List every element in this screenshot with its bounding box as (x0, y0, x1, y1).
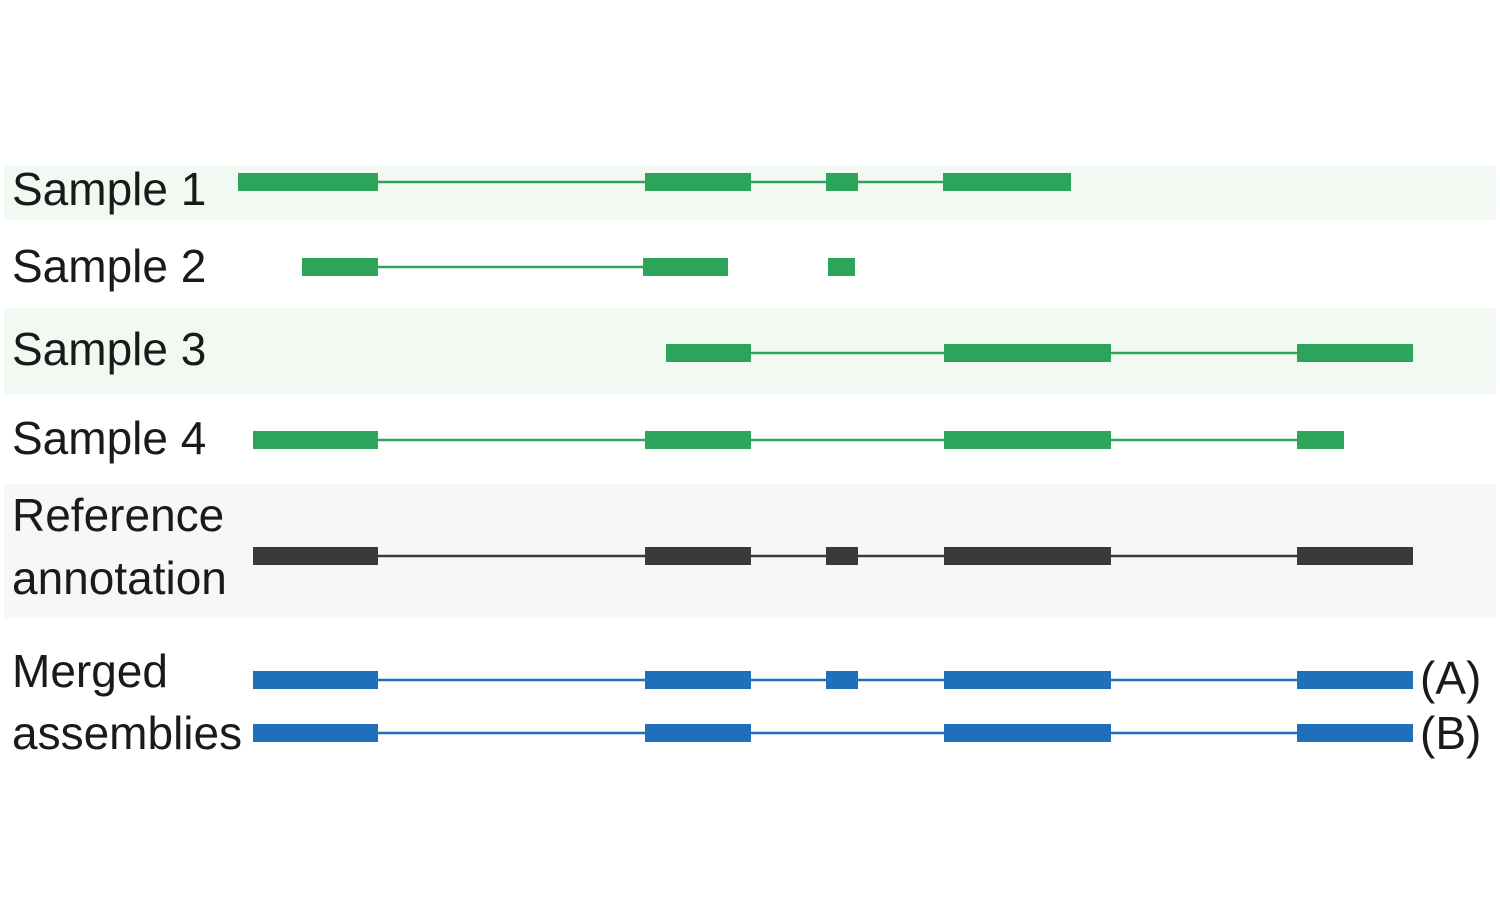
exon-block (645, 547, 751, 565)
exon-block (944, 671, 1111, 689)
label-merged-line2: assemblies (12, 707, 243, 759)
exon-block (826, 547, 858, 565)
exon-block (943, 173, 1071, 191)
exon-block (1297, 724, 1413, 742)
label-merged-line1: Merged (12, 645, 168, 697)
exon-block (1297, 547, 1413, 565)
exon-block (944, 547, 1111, 565)
isoform-tag-b: (B) (1420, 707, 1482, 759)
exon-block (944, 344, 1111, 362)
isoform-tag-a: (A) (1420, 652, 1482, 704)
transcript-track-4 (253, 431, 1344, 449)
exon-block (1297, 344, 1413, 362)
exon-block (1297, 431, 1344, 449)
transcript-track-1 (238, 173, 1071, 191)
label-reference-line2: annotation (12, 552, 227, 604)
transcript-track-5 (253, 547, 1413, 565)
exon-block (666, 344, 751, 362)
exon-block (253, 431, 378, 449)
label-reference-line1: Reference (12, 489, 225, 541)
exon-block (826, 671, 858, 689)
exon-block (253, 671, 378, 689)
exon-block (302, 258, 378, 276)
exon-block (944, 431, 1111, 449)
label-sample-1: Sample 1 (12, 163, 207, 215)
label-sample-3: Sample 3 (12, 323, 207, 375)
transcript-track-3 (666, 344, 1413, 362)
exon-block (253, 724, 378, 742)
exon-block (645, 724, 751, 742)
merged-isoform-a (253, 671, 1413, 689)
exon-block (643, 258, 728, 276)
exon-block (826, 173, 858, 191)
exon-block (645, 431, 751, 449)
exon-block (944, 724, 1111, 742)
transcript-track-2 (302, 258, 855, 276)
exon-block (828, 258, 855, 276)
exon-block (253, 547, 378, 565)
exon-block (645, 173, 751, 191)
exon-block (238, 173, 378, 191)
label-sample-2: Sample 2 (12, 240, 207, 292)
exon-block (645, 671, 751, 689)
merged-isoform-b (253, 724, 1413, 742)
label-sample-4: Sample 4 (12, 412, 207, 464)
exon-block (1297, 671, 1413, 689)
